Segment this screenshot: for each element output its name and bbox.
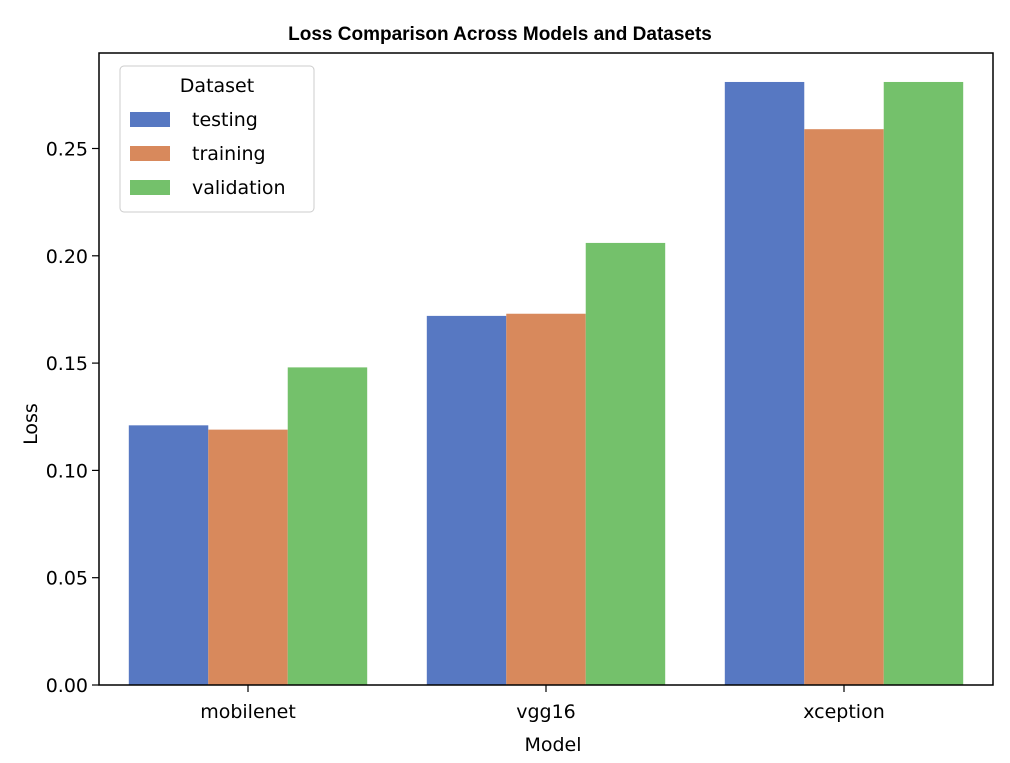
legend-title: Dataset [180,75,254,97]
bar-vgg16-validation [585,242,666,685]
legend: Dataset testing training validation [119,65,315,213]
legend-label-testing: testing [192,109,258,131]
legend-swatch-validation [130,180,170,195]
y-tick-label: 0.10 [46,460,88,482]
y-axis-ticks: 0.00 0.05 0.10 0.15 0.20 0.25 [46,138,99,697]
y-tick-label: 0.20 [46,246,88,268]
bar-xception-testing [724,81,805,686]
bar-mobilenet-validation [287,367,368,685]
bar-mobilenet-training [208,429,288,685]
bar-mobilenet-testing [128,425,209,685]
bar-xception-training [804,129,884,686]
x-axis-label: Model [524,734,581,756]
legend-swatch-training [130,146,170,161]
legend-box [119,65,315,213]
y-axis-label: Loss [20,403,42,445]
bars-group [128,81,964,686]
x-axis-ticks: mobilenet vgg16 xception [200,685,885,723]
x-tick-label-mobilenet: mobilenet [200,701,296,723]
legend-label-training: training [192,143,266,165]
legend-items: testing training validation [130,109,286,199]
x-tick-label-xception: xception [803,701,885,723]
y-tick-label: 0.25 [46,138,88,160]
y-tick-label: 0.15 [46,353,88,375]
bar-vgg16-training [506,313,586,685]
legend-swatch-testing [130,112,170,127]
bar-vgg16-testing [426,315,507,685]
y-tick-label: 0.05 [46,568,88,590]
x-tick-label-vgg16: vgg16 [516,701,576,723]
plot-frame [98,52,994,686]
legend-label-validation: validation [192,177,286,199]
chart-title: Loss Comparison Across Models and Datase… [288,24,712,45]
bar-xception-validation [883,81,964,686]
y-tick-label: 0.00 [46,675,88,697]
